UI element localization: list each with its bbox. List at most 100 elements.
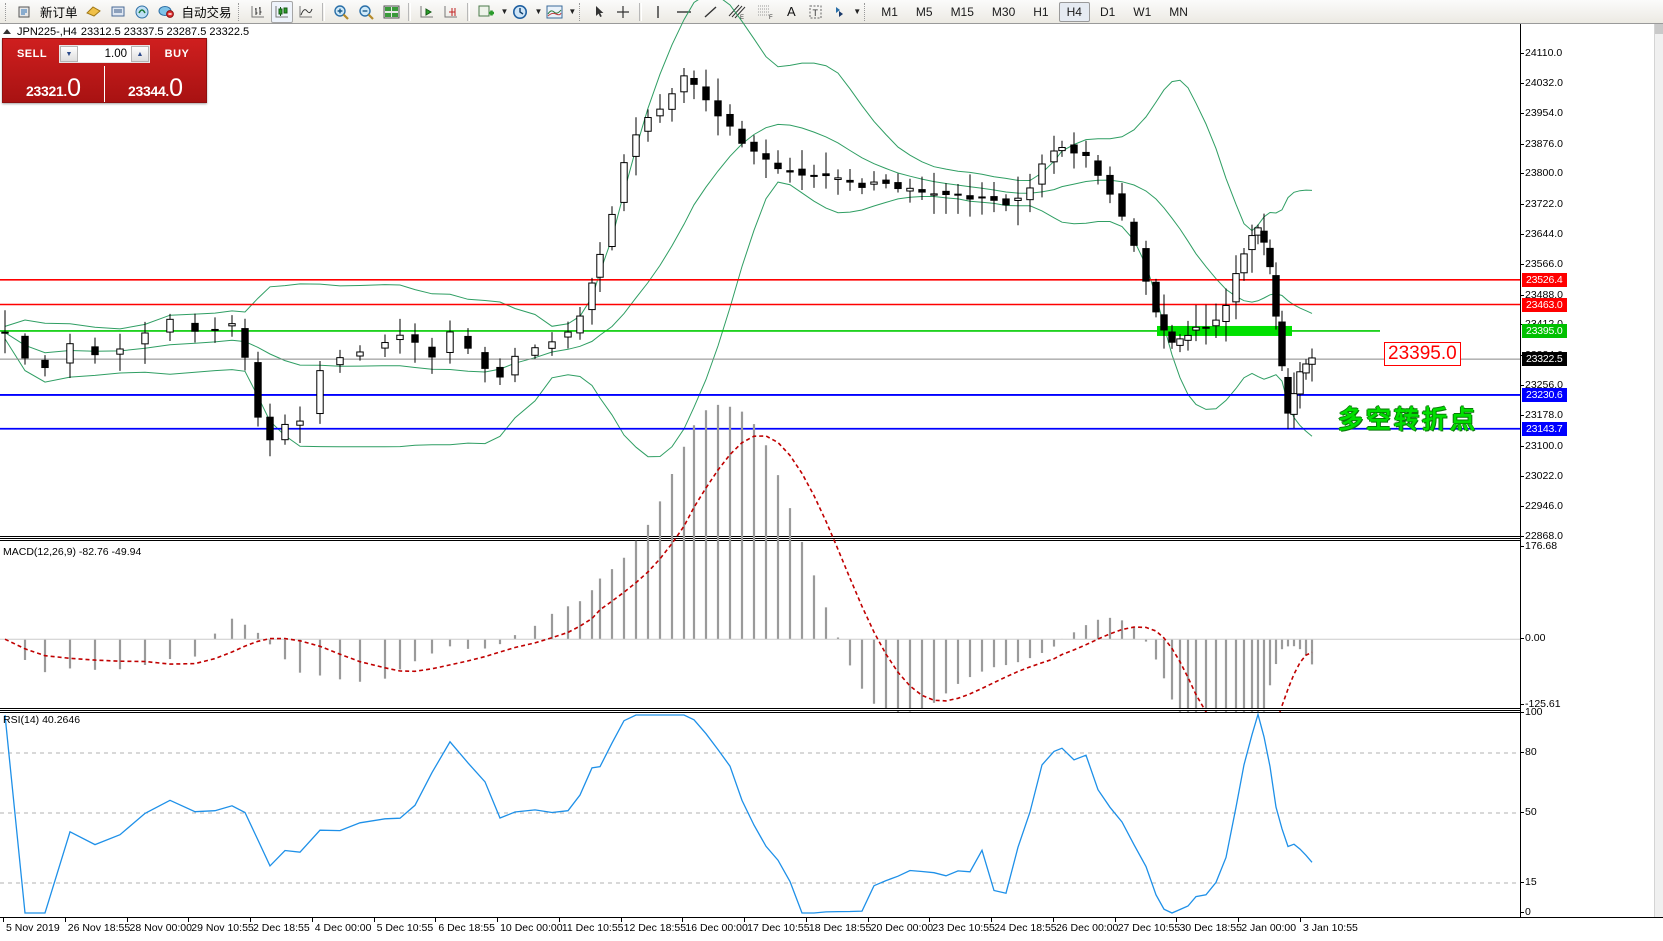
templates-icon[interactable] <box>543 1 566 23</box>
auto-trading-label[interactable]: 自动交易 <box>181 6 232 20</box>
market-watch-icon[interactable] <box>131 1 153 23</box>
timeframe-w1-button[interactable]: W1 <box>1133 4 1152 19</box>
timeframe-h4-button[interactable]: H4 <box>1058 1 1090 22</box>
templates-dropdown-caret[interactable]: ▼ <box>568 7 577 16</box>
time-tick-label: 11 Dec 10:55 <box>561 922 624 934</box>
timeframe-m15-button[interactable]: M15 <box>950 4 974 19</box>
fibonacci-icon[interactable]: F <box>752 1 778 23</box>
period-dropdown-caret[interactable]: ▼ <box>534 7 543 16</box>
price-level-badge-green[interactable]: 23395.0 <box>1522 323 1567 338</box>
one-click-trading-panel[interactable]: SELL ▼ 1.00 ▲ BUY 23321. 0 23344. 0 <box>2 38 207 103</box>
price-tick-label: 23022.0 <box>1521 470 1563 483</box>
candlestick-chart-icon[interactable] <box>270 0 293 23</box>
macd-pane[interactable] <box>0 404 1520 788</box>
timeframe-m1-button[interactable]: M1 <box>881 4 898 19</box>
vertical-line-icon[interactable] <box>647 1 669 23</box>
time-tick-mark <box>1114 918 1116 922</box>
price-level-badge-red[interactable]: 23526.4 <box>1522 272 1567 287</box>
time-tick-mark <box>991 918 993 922</box>
toolbar-separator <box>321 2 325 21</box>
chart-shift-icon[interactable] <box>416 1 438 23</box>
crosshair-icon[interactable] <box>612 1 634 23</box>
timeframe-m5-button[interactable]: M5 <box>915 4 933 19</box>
indicators-icon[interactable] <box>475 1 499 23</box>
vertical-scrollbar[interactable] <box>1654 24 1663 917</box>
shapes-dropdown-caret[interactable]: ▼ <box>853 7 862 16</box>
volume-decrement-icon[interactable]: ▼ <box>60 46 78 62</box>
volume-value[interactable]: 1.00 <box>104 48 127 60</box>
sell-label[interactable]: SELL <box>16 48 48 60</box>
svg-text:E: E <box>740 15 744 20</box>
volume-increment-icon[interactable]: ▲ <box>131 46 149 62</box>
bar-chart-icon[interactable] <box>247 1 269 23</box>
trendline-icon[interactable] <box>699 1 722 23</box>
text-icon[interactable]: A <box>786 4 796 19</box>
text-label-icon[interactable]: T <box>804 1 826 23</box>
buy-button[interactable]: 23344. 0 <box>105 66 206 102</box>
price-level-badge-red[interactable]: 23463.0 <box>1522 297 1567 312</box>
rsi-tick-label: 80 <box>1521 746 1537 758</box>
time-tick-mark <box>3 918 4 922</box>
price-level-badge-blue[interactable]: 23230.6 <box>1522 387 1567 402</box>
buy-label[interactable]: BUY <box>164 48 190 60</box>
period-icon[interactable] <box>509 1 532 23</box>
cursor-icon[interactable] <box>588 1 610 23</box>
line-chart-icon[interactable] <box>295 1 317 23</box>
chart-expand-icon[interactable] <box>3 29 11 34</box>
data-window-icon[interactable] <box>107 1 129 23</box>
price-axis[interactable]: 24110.0 24032.0 23954.0 23876.0 23800.0 23722… <box>1520 24 1663 918</box>
volume-field[interactable]: ▼ 1.00 ▲ <box>59 45 150 63</box>
pane-divider-2[interactable] <box>0 708 1520 711</box>
timeframe-mn-button[interactable]: MN <box>1169 4 1188 19</box>
price-tick-label: 23644.0 <box>1521 228 1563 241</box>
toolbar-grip-4[interactable] <box>864 2 869 21</box>
time-tick-label: 10 Dec 00:00 <box>500 922 563 934</box>
tile-windows-icon[interactable] <box>380 1 403 23</box>
price-tick-label: 23800.0 <box>1521 167 1563 180</box>
indicators-dropdown-caret[interactable]: ▼ <box>500 7 509 16</box>
pane-divider-1[interactable] <box>0 536 1520 539</box>
price-level-badge-black[interactable]: 23322.5 <box>1522 352 1567 367</box>
time-tick-mark <box>744 918 746 922</box>
auto-trading-icon[interactable] <box>155 1 178 23</box>
rsi-indicator-label: RSI(14) 40.2646 <box>3 714 81 726</box>
chinese-annotation-text[interactable]: 多空转折点 <box>1338 405 1479 434</box>
price-pane[interactable] <box>0 0 1520 536</box>
rsi-tick-label: 15 <box>1521 876 1537 888</box>
one-click-trading-prices: 23321. 0 23344. 0 <box>3 66 206 102</box>
time-tick-mark <box>1052 918 1054 922</box>
buy-price-separator: . <box>165 84 170 99</box>
time-tick-label: 5 Dec 10:55 <box>376 922 434 934</box>
rsi-chart-svg <box>0 712 1520 914</box>
auto-scroll-icon[interactable] <box>440 1 462 23</box>
toolbar-grip-3[interactable] <box>579 2 584 21</box>
time-tick-label: 30 Dec 18:55 <box>1179 922 1242 934</box>
toolbar-grip-2[interactable] <box>237 2 243 21</box>
timeframe-d1-button[interactable]: D1 <box>1099 4 1116 19</box>
shapes-icon[interactable] <box>828 1 851 23</box>
time-axis[interactable]: 5 Nov 2019 26 Nov 18:55 28 Nov 00:00 29 Nov… <box>0 917 1663 941</box>
rsi-pane[interactable] <box>0 712 1520 914</box>
price-tick-label: 22868.0 <box>1521 530 1563 542</box>
price-level-badge-blue[interactable]: 23143.7 <box>1522 421 1567 436</box>
sell-button[interactable]: 23321. 0 <box>3 66 105 102</box>
sell-price-decimal: 0 <box>67 73 81 102</box>
rsi-tick-label: 50 <box>1521 806 1537 818</box>
price-tick-label: 23876.0 <box>1521 137 1563 150</box>
rsi-tick-label: 100 <box>1521 706 1543 718</box>
price-tick-label: 23954.0 <box>1521 107 1563 120</box>
expert-advisor-icon[interactable] <box>82 1 105 23</box>
timeframe-h1-button[interactable]: H1 <box>1033 4 1049 19</box>
toolbar-grip[interactable] <box>5 2 10 21</box>
time-tick-label: 16 Dec 00:00 <box>685 922 748 934</box>
new-order-icon[interactable] <box>14 1 36 23</box>
timeframe-m30-button[interactable]: M30 <box>991 4 1016 19</box>
price-annotation-box[interactable]: 23395.0 <box>1384 342 1461 366</box>
new-order-label[interactable]: 新订单 <box>40 6 78 20</box>
price-chart-svg <box>0 0 1520 458</box>
toolbar-separator-4 <box>639 2 643 21</box>
zoom-out-icon[interactable] <box>355 1 378 23</box>
zoom-in-icon[interactable] <box>330 1 353 23</box>
vertical-scrollbar-thumb[interactable] <box>1655 24 1663 34</box>
